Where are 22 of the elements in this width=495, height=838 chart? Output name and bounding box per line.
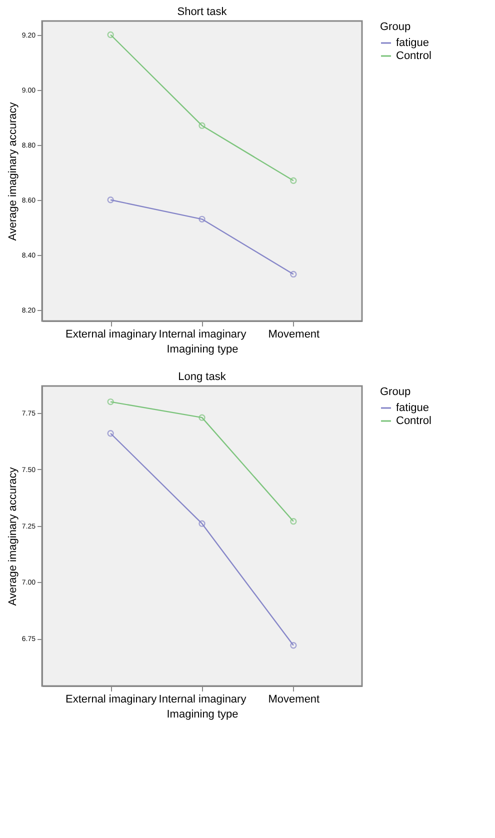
point <box>198 520 206 527</box>
x-tick-label: Internal imaginary <box>158 328 247 340</box>
legend-label: Control <box>396 50 432 62</box>
x-tick-label: Internal imaginary <box>158 694 247 706</box>
x-tick-label: Movement <box>268 694 320 706</box>
y-axis-title: Average imaginary accuracy <box>6 102 19 241</box>
legend-label: fatigue <box>396 402 430 414</box>
x-tick-label: External imaginary <box>66 694 158 706</box>
chart-title: Short task <box>177 6 228 18</box>
legend-title: Group <box>380 21 411 33</box>
legend-label: Control <box>396 415 432 427</box>
legend-label: fatigue <box>396 37 430 49</box>
x-axis-title: Imagining type <box>166 344 238 356</box>
x-tick-label: External imaginary <box>66 328 158 340</box>
point <box>198 216 206 222</box>
chart-title: Long task <box>178 371 226 383</box>
x-axis-title: Imagining type <box>166 708 238 720</box>
x-tick-label: Movement <box>268 328 320 340</box>
point <box>198 122 206 129</box>
point <box>198 414 206 421</box>
legend-title: Group <box>380 386 411 398</box>
y-axis-title: Average imaginary accuracy <box>6 466 19 606</box>
